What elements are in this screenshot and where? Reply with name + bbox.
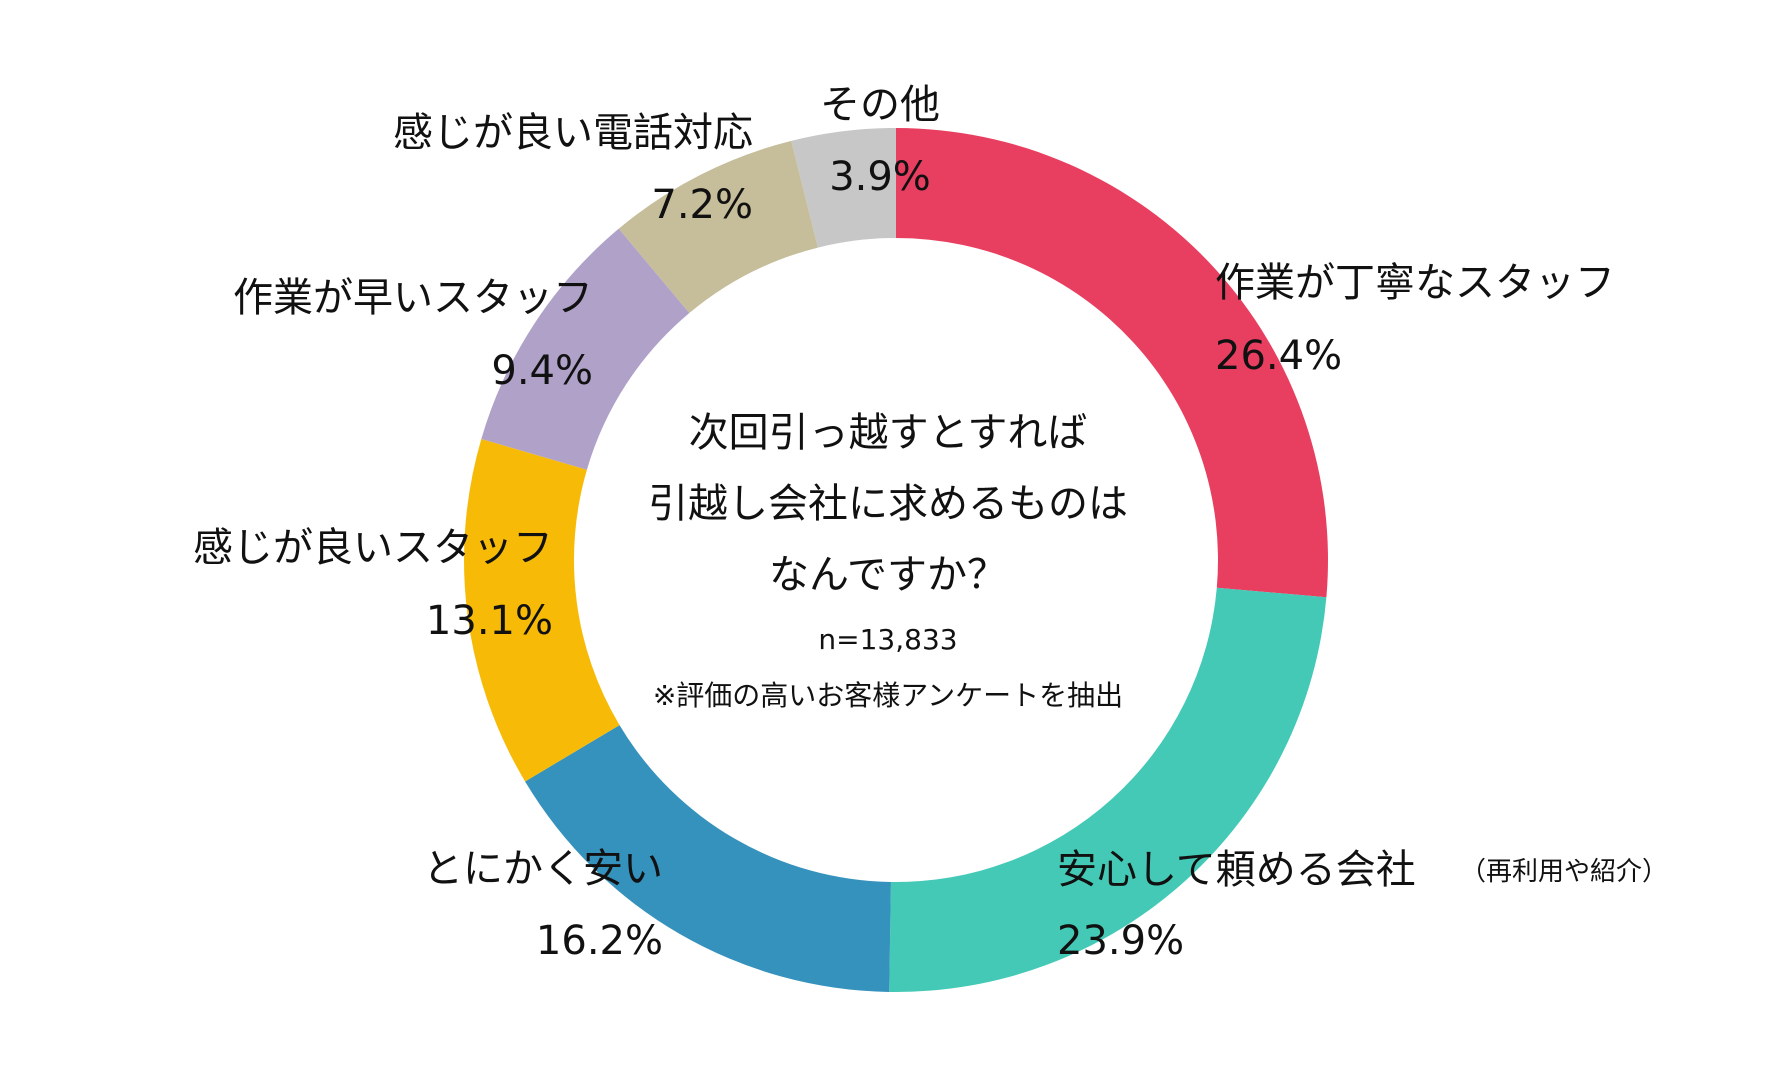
slice-value-label: 16.2% [536,918,663,964]
slice-value-label: 9.4% [491,348,593,394]
center-title-line-3: なんですか？ [769,552,1007,598]
slice-value-label: 3.9% [829,154,931,200]
slice-label: 感じが良い電話対応 [393,110,753,156]
slice-label-suffix: （再利用や紹介） [1460,857,1668,887]
sample-size: n=13,833 [818,623,957,656]
survey-note: ※評価の高いお客様アンケートを抽出 [653,679,1123,712]
slice-labels: 作業が丁寧なスタッフ 26.4% 安心して頼める会社 （再利用や紹介） 23.9… [193,82,1668,964]
donut-slice-3 [525,725,891,992]
slice-label: とにかく安い [423,846,663,892]
slice-value-label: 13.1% [426,598,553,644]
slice-label: 作業が早いスタッフ [233,275,593,321]
slice-label: 感じが良いスタッフ [193,525,553,571]
donut-slice-7 [791,128,896,248]
center-title-line-1: 次回引っ越すとすれば [689,410,1088,456]
donut-slices [464,128,1328,992]
donut-slice-6 [618,140,818,314]
donut-slice-5 [481,228,690,470]
slice-value-label: 23.9% [1057,918,1184,964]
center-title-line-2: 引越し会社に求めるものは [648,481,1128,527]
center-text: 次回引っ越すとすれば 引越し会社に求めるものは なんですか？ n=13,833 … [648,410,1128,712]
slice-value-label: 26.4% [1215,333,1342,379]
slice-label: 作業が丁寧なスタッフ [1215,260,1615,306]
donut-slice-1 [896,128,1328,598]
slice-value-label: 7.2% [651,182,753,228]
donut-slice-2 [889,587,1327,992]
donut-slice-4 [464,438,620,782]
slice-label: その他 [820,82,940,128]
slice-label: 安心して頼める会社 [1057,847,1416,893]
